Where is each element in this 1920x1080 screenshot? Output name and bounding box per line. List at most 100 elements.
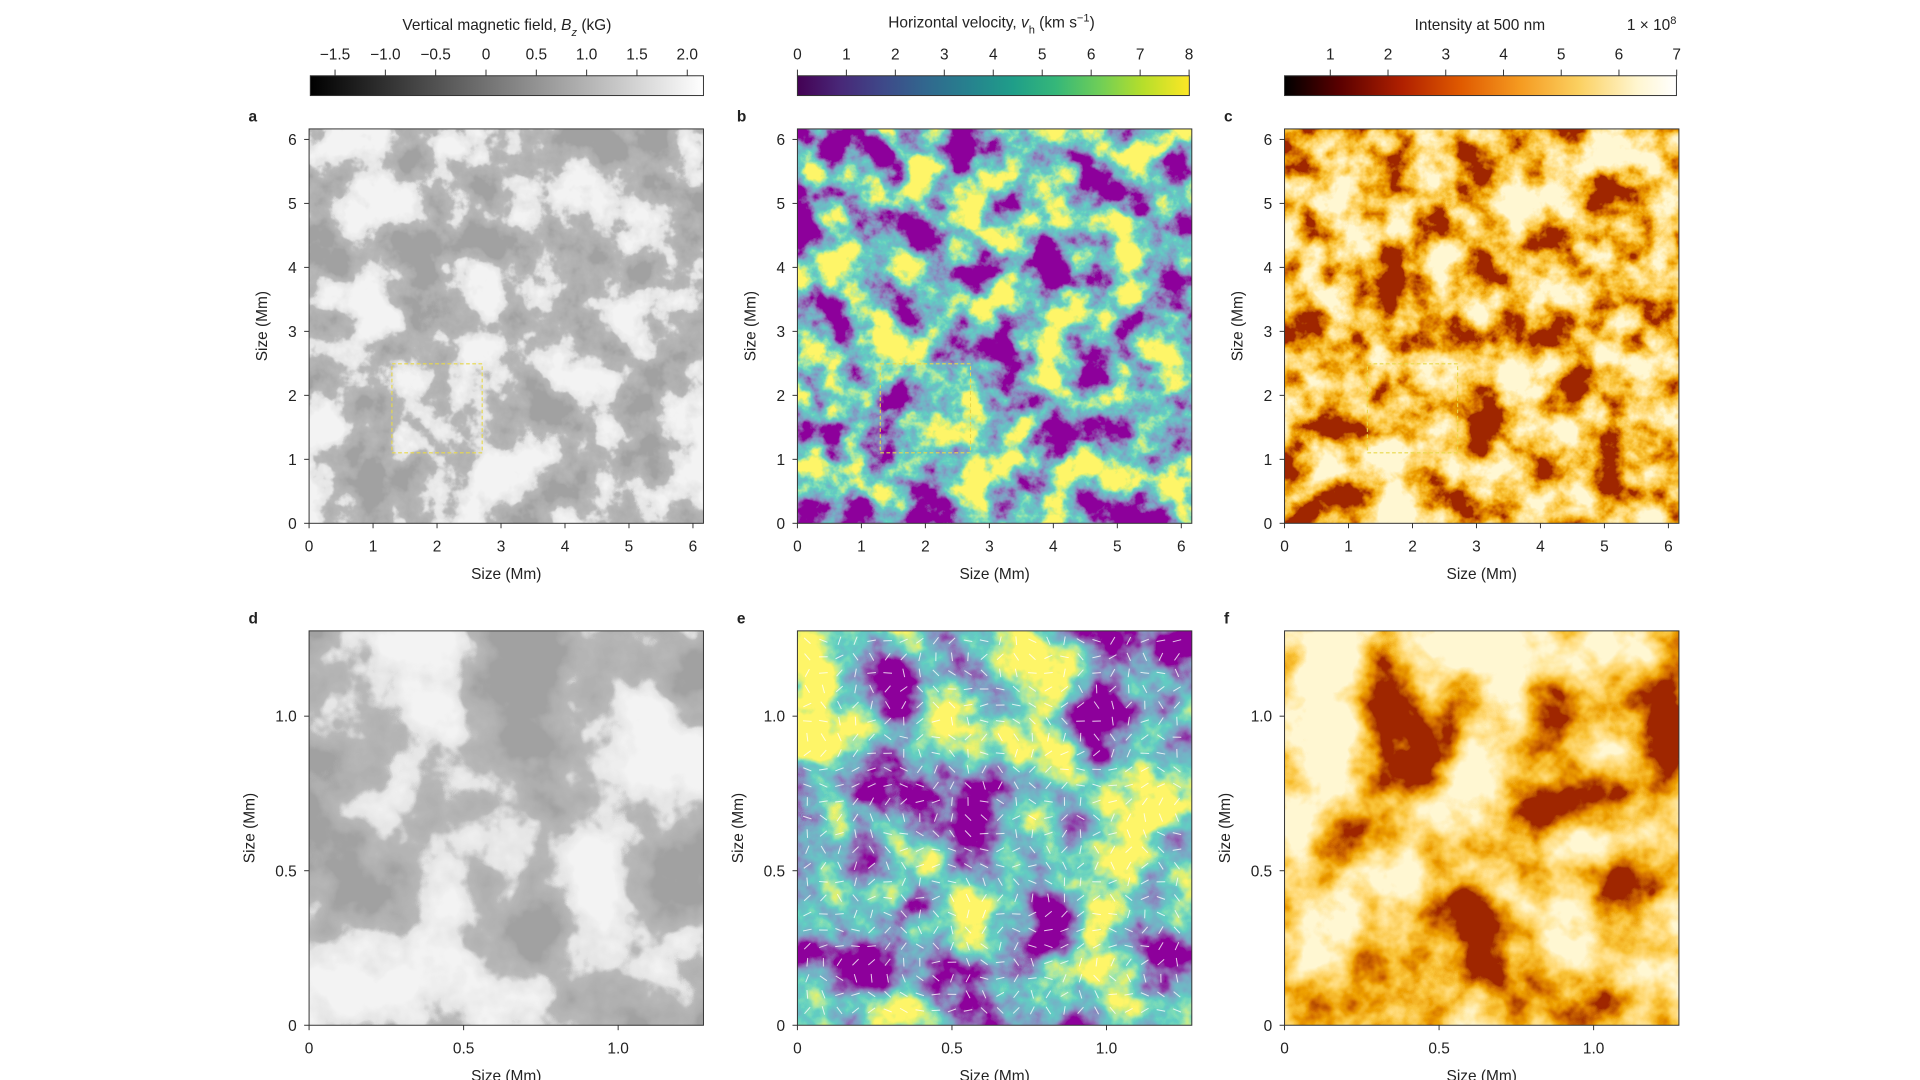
flow-arrow bbox=[1108, 975, 1117, 982]
flow-arrow bbox=[820, 845, 827, 854]
flow-arrow bbox=[1109, 894, 1116, 902]
flow-arrow bbox=[915, 863, 925, 868]
flow-arrow bbox=[884, 846, 891, 854]
flow-arrow bbox=[963, 1009, 973, 1012]
flow-arrow bbox=[1156, 911, 1166, 917]
flow-arrow bbox=[1111, 700, 1115, 710]
flow-arrow bbox=[980, 863, 989, 869]
flow-arrow bbox=[931, 895, 940, 901]
flow-arrow bbox=[1126, 861, 1132, 870]
flow-arrow bbox=[883, 911, 892, 917]
flow-arrow bbox=[820, 701, 827, 709]
flow-arrow bbox=[1108, 832, 1118, 836]
flow-arrow bbox=[967, 652, 969, 662]
flow-arrow bbox=[1092, 655, 1101, 659]
flow-arrow bbox=[1076, 862, 1085, 869]
flow-arrow bbox=[1013, 942, 1019, 951]
flow-arrow bbox=[1027, 864, 1037, 868]
flow-arrow bbox=[915, 847, 924, 852]
flow-arrow bbox=[899, 735, 909, 739]
flow-arrow bbox=[1062, 974, 1067, 983]
flow-arrow bbox=[1014, 668, 1018, 678]
flow-arrow bbox=[998, 941, 1002, 951]
flow-arrow bbox=[1092, 638, 1101, 643]
flow-arrow bbox=[1060, 768, 1069, 771]
flow-arrow bbox=[1044, 928, 1053, 932]
x-tick-label: 0 bbox=[1280, 1041, 1289, 1058]
y-tick-label: 0 bbox=[776, 1018, 785, 1035]
x-tick-label: 2 bbox=[1408, 539, 1417, 556]
panel-letter: d bbox=[248, 610, 257, 627]
flow-arrow bbox=[947, 1008, 957, 1013]
colorbar-tick-label: 6 bbox=[1615, 47, 1624, 64]
y-tick-label: 0 bbox=[1264, 1018, 1273, 1035]
flow-arrow bbox=[1174, 941, 1180, 951]
flow-arrow bbox=[803, 911, 812, 917]
flow-arrow bbox=[1156, 783, 1166, 788]
y-tick-label: 1 bbox=[776, 452, 785, 469]
flow-arrow bbox=[1126, 652, 1131, 661]
label-part: Horizontal velocity, bbox=[888, 15, 1021, 32]
flow-arrow bbox=[1076, 894, 1085, 901]
flow-arrow bbox=[835, 767, 844, 772]
y-tick-label: 4 bbox=[288, 260, 297, 277]
colorbar-tick-label: 4 bbox=[989, 47, 998, 64]
flow-arrow bbox=[1108, 944, 1117, 948]
flow-arrow bbox=[884, 942, 891, 950]
flow-arrow bbox=[933, 765, 938, 774]
flow-arrow bbox=[918, 668, 921, 678]
flow-arrow bbox=[1045, 781, 1052, 790]
flow-arrow bbox=[853, 973, 858, 983]
flow-arrow bbox=[997, 781, 1003, 790]
flow-arrow bbox=[1063, 636, 1066, 646]
flow-arrow bbox=[1126, 829, 1131, 838]
flow-arrow bbox=[852, 813, 859, 822]
flow-arrow bbox=[965, 893, 971, 903]
flow-arrow bbox=[1125, 798, 1133, 805]
flow-arrow bbox=[835, 992, 844, 997]
flow-arrow bbox=[852, 749, 859, 758]
flow-arrow bbox=[1013, 958, 1020, 967]
x-axis-label: Size (Mm) bbox=[471, 1068, 541, 1080]
flow-arrow bbox=[1158, 701, 1164, 709]
x-tick-label: 3 bbox=[985, 539, 994, 556]
colorbar-tick-label: 3 bbox=[1441, 47, 1450, 64]
flow-arrow bbox=[869, 797, 875, 806]
flow-arrow bbox=[949, 781, 955, 790]
colorbar-tick-label: 3 bbox=[940, 47, 949, 64]
flow-arrow bbox=[1172, 848, 1182, 851]
flow-arrow bbox=[1045, 765, 1052, 773]
flow-arrow bbox=[917, 925, 923, 935]
flow-arrow bbox=[836, 669, 843, 677]
flow-arrow bbox=[1011, 863, 1021, 868]
flow-arrow bbox=[1124, 1008, 1133, 1013]
flow-arrow bbox=[1158, 717, 1164, 726]
flow-arrow bbox=[867, 895, 876, 901]
flow-arrow bbox=[1076, 767, 1085, 771]
flow-arrow bbox=[932, 975, 940, 982]
flow-arrow bbox=[980, 733, 988, 741]
flow-arrow bbox=[820, 749, 827, 757]
flow-arrow bbox=[1012, 1007, 1020, 1014]
flow-arrow bbox=[804, 685, 810, 693]
flow-arrow bbox=[1156, 671, 1166, 675]
flow-arrow bbox=[932, 910, 940, 918]
flow-arrow bbox=[836, 813, 843, 822]
flow-arrow bbox=[1031, 829, 1034, 838]
flow-arrow bbox=[1063, 668, 1066, 678]
flow-arrow bbox=[1157, 991, 1165, 998]
flow-arrow bbox=[1093, 701, 1100, 709]
flow-arrow bbox=[854, 668, 857, 678]
flow-arrow bbox=[1092, 928, 1101, 932]
colorbar-tick-label: −1.5 bbox=[320, 47, 350, 64]
flow-arrow bbox=[916, 637, 924, 644]
label-part: (km s bbox=[1035, 15, 1077, 32]
flow-arrow bbox=[1140, 1007, 1149, 1014]
flow-arrow bbox=[932, 942, 940, 950]
y-tick-label: 2 bbox=[288, 388, 297, 405]
y-tick-label: 1 bbox=[288, 452, 297, 469]
flow-arrow bbox=[964, 782, 972, 789]
label-part: −1 bbox=[1077, 13, 1090, 25]
flow-arrow bbox=[1076, 784, 1085, 787]
